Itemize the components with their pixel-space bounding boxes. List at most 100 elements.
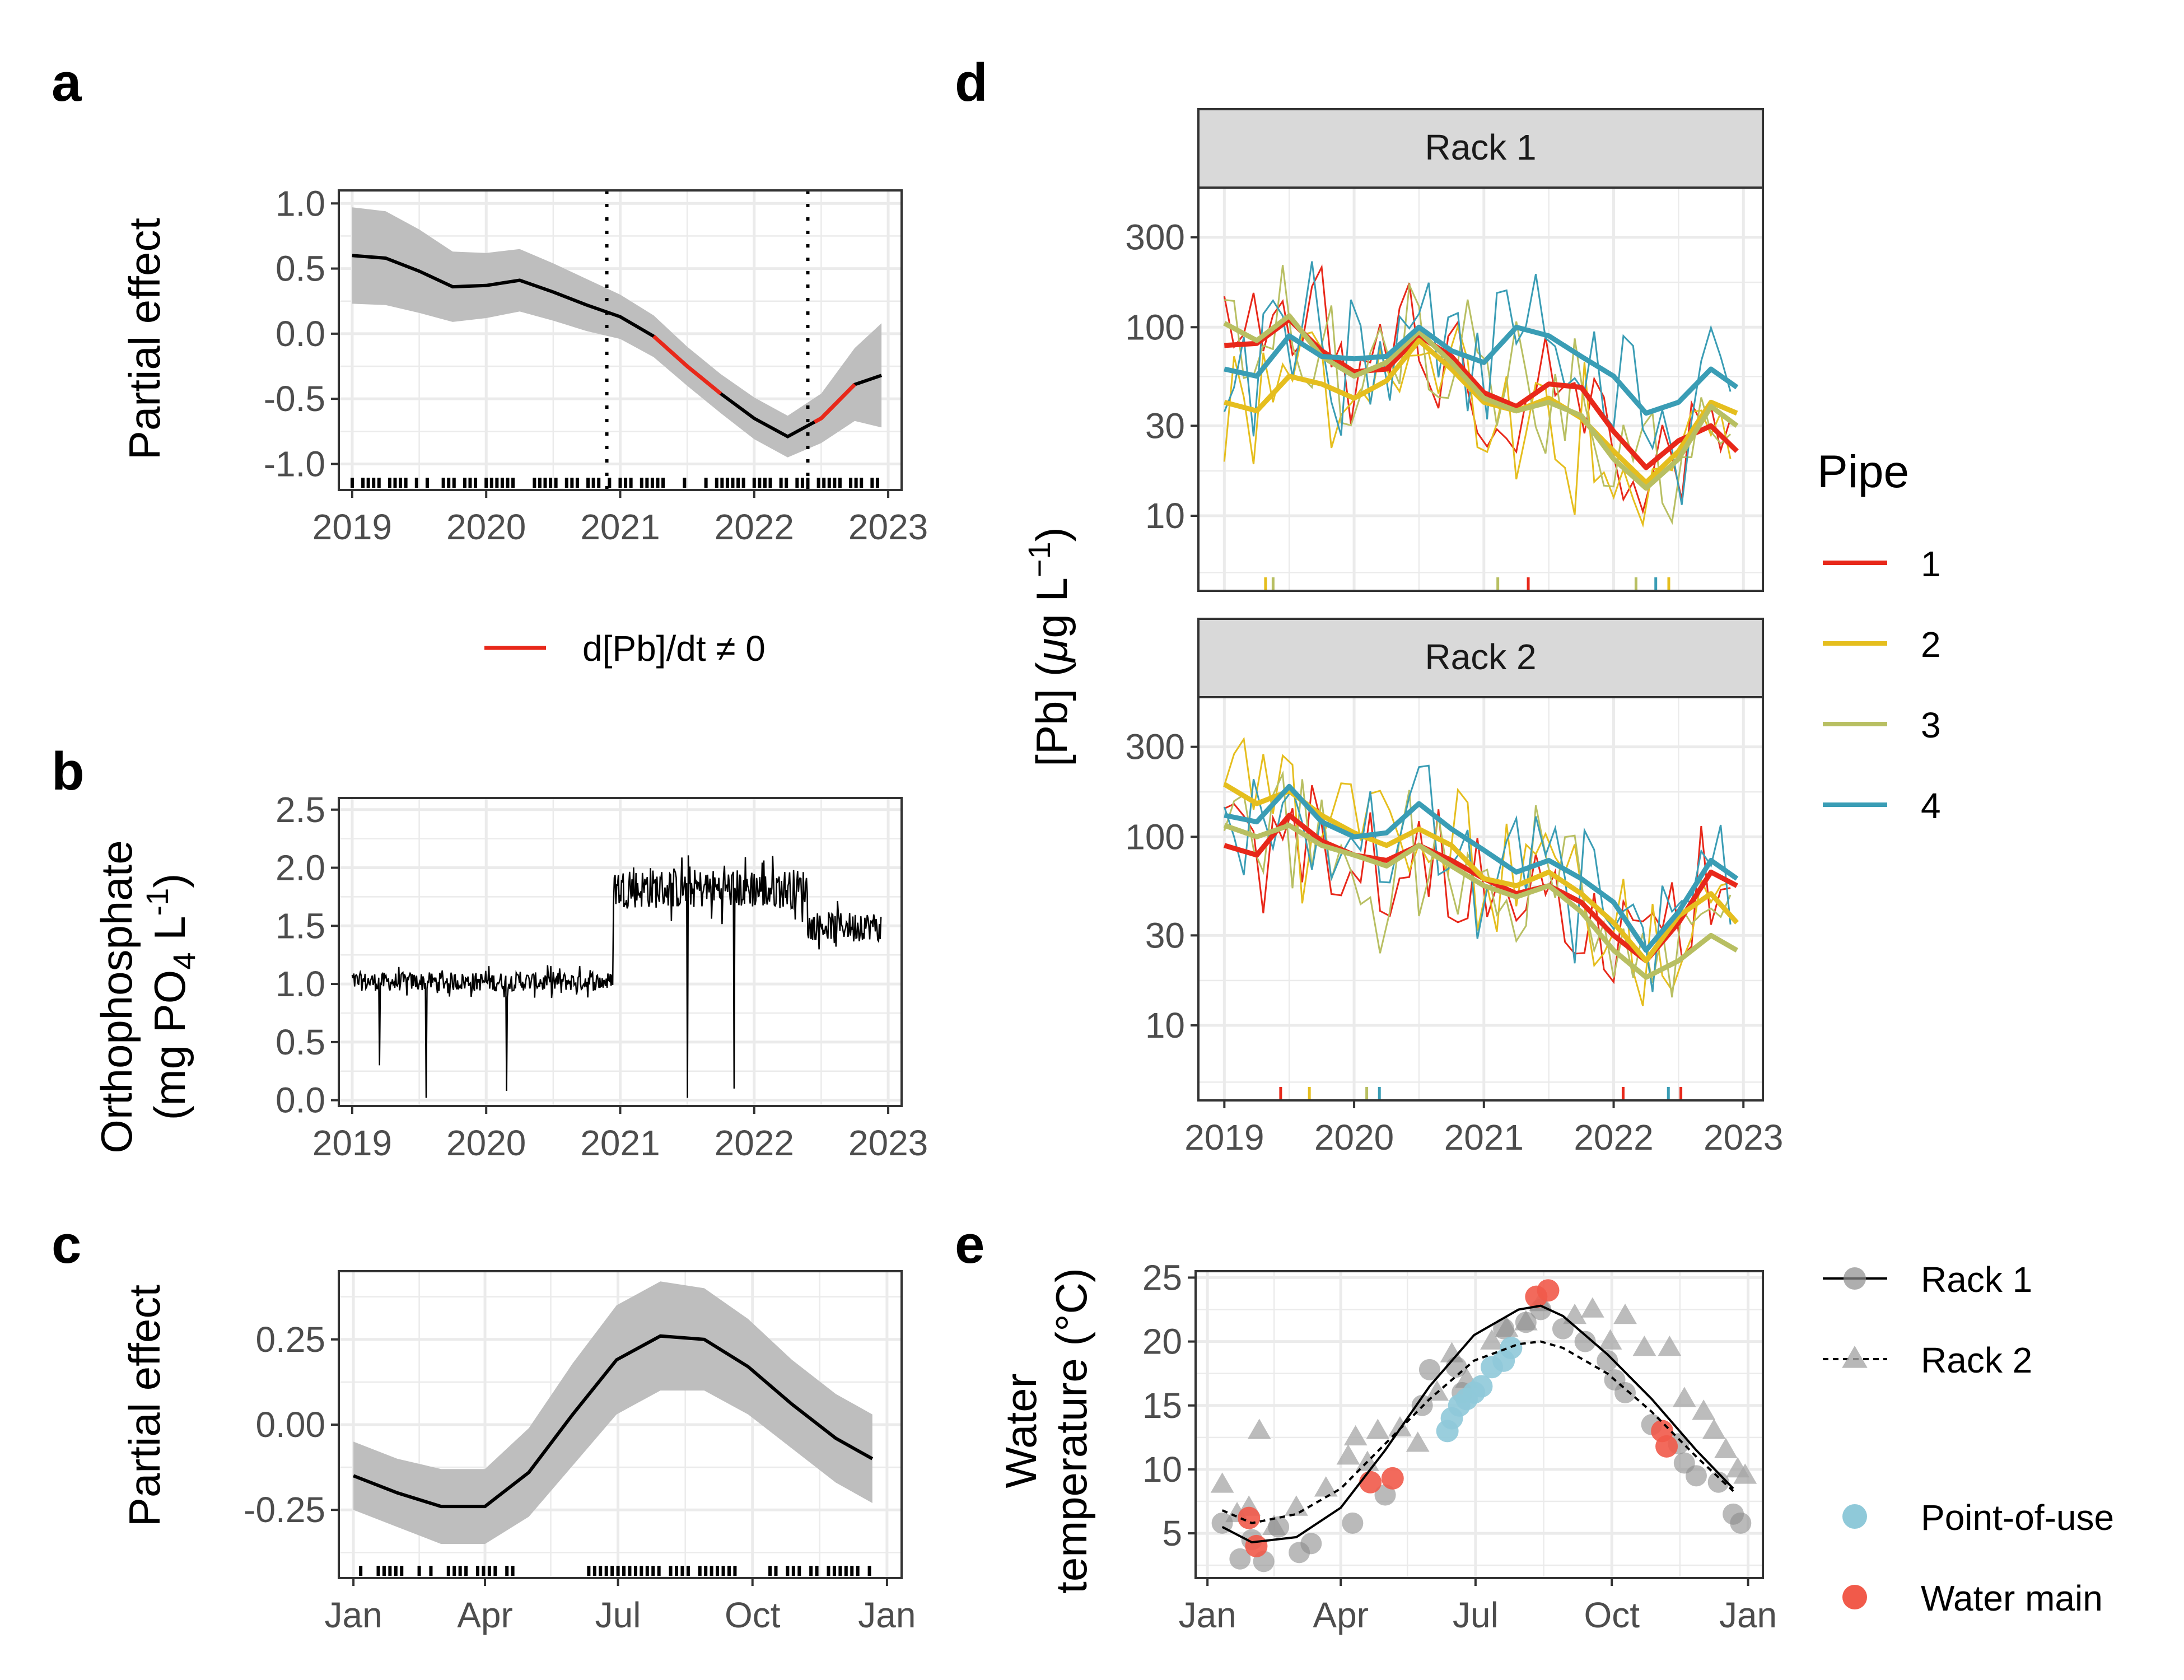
panel-b-label: b	[52, 741, 85, 801]
panel-e-rack2-point	[1406, 1431, 1430, 1452]
panel-b-frame	[338, 797, 903, 1107]
panel-b-ytick-label: 0.5	[276, 1022, 325, 1062]
panel-d-rack-1-smooth-pipe-4	[1224, 324, 1739, 416]
panel-d-rack-1-raw-pipe-2	[1223, 323, 1732, 528]
panel-a-ytick-label: 0.5	[276, 249, 325, 289]
panel-e-rack1-point	[1229, 1548, 1251, 1570]
panel-d-rack-2-xtick-label: 2021	[1444, 1117, 1524, 1158]
panel-b-series-line	[351, 855, 882, 1098]
panel-e-legend-water-main-label: Water main	[1921, 1578, 2103, 1618]
panel-c-xtick-label: Jul	[595, 1595, 641, 1635]
panel-a-smooth-line	[352, 254, 883, 439]
panel-e-legend-point-of-use-marker	[1842, 1504, 1867, 1529]
panel-d-rack-2-smooth-pipe-3	[1223, 823, 1738, 980]
panel-e-rack2-point	[1425, 1380, 1449, 1401]
panel-d-legend-label-3: 3	[1921, 705, 1941, 745]
panel-a-xtick-label: 2019	[312, 507, 392, 547]
panel-d-rack-2-xtick-label: 2022	[1574, 1117, 1653, 1158]
panel-a-frame	[338, 189, 903, 491]
panel-b-xtick-label: 2019	[312, 1123, 392, 1163]
panel-e-legend-rack1-marker	[1844, 1267, 1866, 1290]
panel-e-rack1-point	[1552, 1318, 1574, 1340]
panel-b-ytick-label: 1.0	[276, 964, 325, 1004]
panel-c-xtick-label: Oct	[725, 1595, 781, 1635]
panel-e-rack1-point	[1574, 1331, 1596, 1352]
panel-d-rack-2-frame	[1197, 696, 1764, 1102]
panel-e-rack1-point	[1707, 1471, 1729, 1493]
panel-e-rack1-point	[1300, 1533, 1322, 1555]
panel-d-ylabel: [Pb] (μg L−1)	[1021, 527, 1076, 766]
panel-e-rack2-point	[1563, 1303, 1586, 1324]
panel-a-confidence-band	[352, 207, 882, 458]
panel-e-ytick-label: 15	[1142, 1385, 1182, 1426]
panel-a-ytick-label: 1.0	[276, 183, 325, 223]
panel-e-rack2-point	[1613, 1303, 1637, 1324]
panel-e-rack1-curve	[1221, 1304, 1734, 1544]
panel-d-rack-2-ytick-label: 300	[1125, 727, 1185, 767]
panel-d-label: d	[955, 53, 988, 113]
panel-e-ylabel-line1: Water	[996, 1373, 1046, 1488]
panel-e-ytick-label: 10	[1142, 1449, 1182, 1490]
panel-e-xtick-label: Apr	[1313, 1595, 1369, 1635]
panel-a-xtick-label: 2022	[715, 507, 794, 547]
panel-d-rack-1-smooth-pipe-3	[1223, 313, 1739, 491]
panel-d-rack-1-ytick-label: 300	[1125, 217, 1185, 258]
panel-c-xtick-label: Apr	[457, 1595, 513, 1635]
panel-a-chart: -1.0 -0.5 0.0 0.5 1.0 2019 2020 2021 2022 2023	[264, 183, 928, 547]
panel-b-ytick-label: 2.5	[276, 790, 325, 830]
panel-c-ytick-label: -0.25	[244, 1490, 325, 1530]
panel-a-xtick-label: 2023	[848, 507, 928, 547]
panel-c-ylabel: Partial effect	[120, 1285, 169, 1527]
panel-e-rack2-point	[1210, 1472, 1234, 1493]
panel-d-rack-2-strip	[1197, 618, 1764, 698]
panel-d-rack-2-ytick-label: 10	[1145, 1005, 1185, 1046]
panel-b-ytick-label: 1.5	[276, 906, 325, 946]
panel-e-water-main-point	[1381, 1467, 1404, 1490]
panel-b-xtick-label: 2022	[715, 1123, 794, 1163]
panel-e-legend-rack1-label: Rack 1	[1921, 1259, 2032, 1300]
panel-e-rack1-point	[1730, 1512, 1752, 1534]
panel-e-rack2-point	[1598, 1329, 1622, 1350]
panel-e-rack2-point	[1314, 1476, 1338, 1497]
panel-c-xtick-label: Jan	[858, 1595, 916, 1635]
panel-e-rack1-point	[1211, 1512, 1233, 1534]
panel-d-rack-2-strip-label: Rack 2	[1425, 637, 1536, 677]
panel-b-chart: 0.0 0.5 1.0 1.5 2.0 2.5 2019 2020 2021 2022 2023	[276, 790, 928, 1163]
panel-c-confidence-band	[353, 1281, 872, 1544]
panel-e-point-of-use-point	[1470, 1375, 1493, 1398]
panel-a-significant-segment	[652, 334, 722, 395]
panel-e-xtick-label: Oct	[1584, 1595, 1640, 1635]
panel-e-water-main-point	[1655, 1435, 1678, 1458]
panel-e-chart: 5 10 15 20 25 Jan Apr Jul Oct Jan	[1142, 1257, 1777, 1635]
panel-e-rack1-point	[1493, 1318, 1515, 1340]
panel-b-xtick-label: 2020	[446, 1123, 526, 1163]
panel-b-ytick-label: 0.0	[276, 1080, 325, 1121]
panel-a-ytick-label: 0.0	[276, 314, 325, 354]
panel-e-legend-water-main-marker	[1842, 1585, 1867, 1609]
panel-e-legend-point-of-use-label: Point-of-use	[1921, 1497, 2114, 1538]
panel-e-rack1-point	[1268, 1516, 1290, 1538]
panel-d-rack-1-raw-pipe-3	[1224, 265, 1732, 525]
panel-e-rack2-point	[1336, 1444, 1360, 1465]
panel-a-ytick-label: -1.0	[264, 444, 325, 484]
panel-e-ylabel-line2: temperature (°C)	[1047, 1268, 1096, 1594]
panel-a-legend: d[Pb]/dt ≠ 0	[484, 628, 766, 669]
panel-e-rack1-point	[1515, 1312, 1537, 1333]
panel-a-legend-label: d[Pb]/dt ≠ 0	[582, 628, 766, 669]
panel-d-rack-1-strip	[1197, 108, 1764, 189]
panel-e-rack2-point	[1366, 1418, 1390, 1439]
panel-d-rack-2-xtick-label: 2019	[1184, 1117, 1264, 1158]
panel-d-rack-2-smooth-pipe-4	[1224, 783, 1739, 953]
panel-d-legend-label-2: 2	[1921, 624, 1941, 665]
panel-e-legend-rack2-marker	[1842, 1346, 1868, 1368]
panel-d-rack-1-ytick-label: 10	[1145, 496, 1185, 536]
panel-e-legend-rack2-label: Rack 2	[1921, 1340, 2032, 1380]
panel-e-water-main-point	[1245, 1534, 1268, 1557]
panel-e-rack1-point	[1685, 1465, 1707, 1487]
panel-d-rack-2-xtick-label: 2023	[1704, 1117, 1783, 1158]
panel-d-rack-1-frame	[1197, 186, 1764, 592]
panel-d-rack-2-xtick-label: 2020	[1314, 1117, 1394, 1158]
panel-e-ytick-label: 25	[1142, 1257, 1182, 1298]
panel-d-rack-2-raw-pipe-1	[1224, 785, 1731, 984]
